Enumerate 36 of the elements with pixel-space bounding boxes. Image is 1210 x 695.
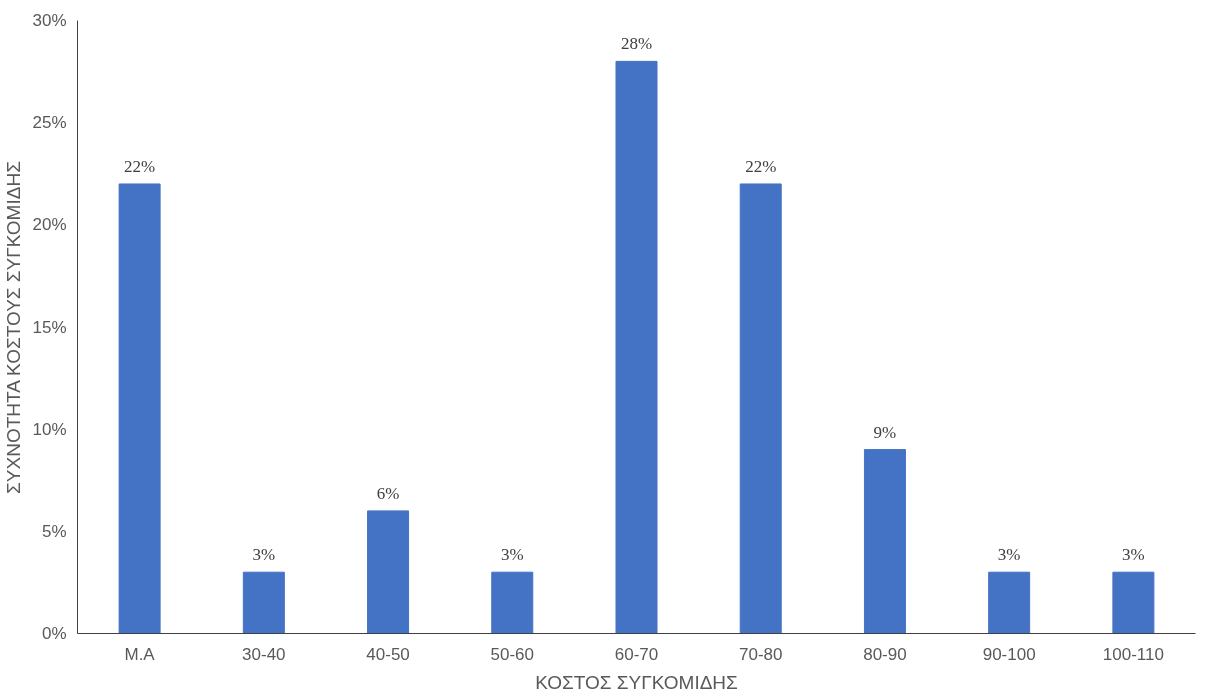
bar <box>242 571 285 634</box>
data-label: 3% <box>500 545 524 565</box>
bar <box>615 60 658 634</box>
y-tick-label: 10% <box>32 419 67 439</box>
y-tick-label: 15% <box>32 317 67 337</box>
x-tick-label: 40-50 <box>366 644 410 664</box>
y-tick-label: 5% <box>41 521 67 541</box>
x-tick-label: 70-80 <box>738 644 783 664</box>
y-tick-label: 20% <box>32 215 67 235</box>
data-label: 22% <box>745 156 777 176</box>
x-tick-label: Μ.Α <box>124 644 156 664</box>
y-axis-title: ΣΥΧΝΟΤΗΤΑ ΚΟΣΤΟΥΣ ΣΥΓΚΟΜΙΔΗΣ <box>3 161 25 494</box>
x-axis-title: ΚΟΣΤΟΣ ΣΥΓΚΟΜΙΔΗΣ <box>535 671 738 693</box>
bar <box>491 571 534 634</box>
y-tick-label: 30% <box>32 11 67 30</box>
x-tick-label: 100-110 <box>1102 644 1164 664</box>
data-label: 9% <box>873 422 897 442</box>
x-tick-label: 50-60 <box>490 644 535 664</box>
y-tick-label: 25% <box>32 113 67 133</box>
x-tick-label: 90-100 <box>982 644 1036 664</box>
bar <box>118 183 161 634</box>
x-tick-label: 60-70 <box>614 644 659 664</box>
bar <box>863 449 906 634</box>
x-tick-label: 80-90 <box>863 644 907 664</box>
data-label: 22% <box>124 156 156 176</box>
bar <box>988 571 1031 634</box>
bar <box>739 183 782 634</box>
data-label: 3% <box>997 545 1021 565</box>
x-tick-label: 30-40 <box>242 644 286 664</box>
data-label: 28% <box>620 34 653 54</box>
y-tick-label: 0% <box>41 624 67 643</box>
data-label: 6% <box>376 483 400 503</box>
bar <box>367 510 410 634</box>
data-label: 3% <box>252 545 276 565</box>
bar <box>1112 571 1155 634</box>
data-label: 3% <box>1122 545 1145 565</box>
